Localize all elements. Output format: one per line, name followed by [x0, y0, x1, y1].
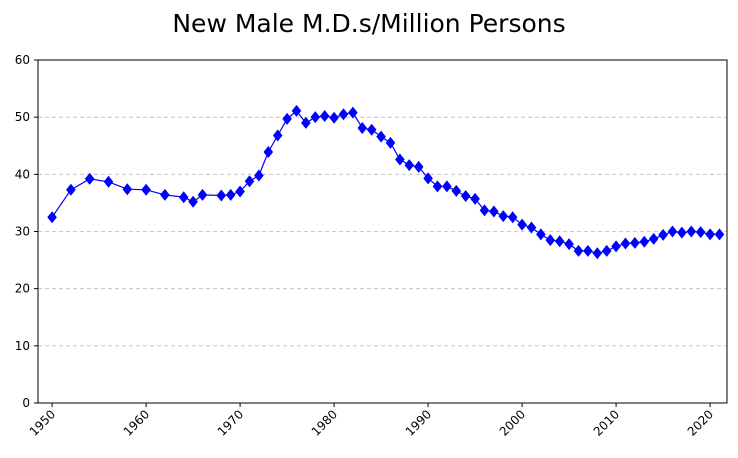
data-point-marker	[122, 183, 133, 196]
data-point-marker	[677, 226, 687, 239]
data-point-marker	[554, 235, 565, 248]
x-tick-label: 1980	[309, 407, 340, 438]
y-tick-label: 50	[15, 110, 30, 124]
data-point-marker	[47, 211, 57, 224]
data-point-marker	[545, 234, 556, 247]
data-point-marker	[329, 111, 339, 124]
data-point-marker	[648, 232, 659, 245]
data-point-marker	[282, 112, 292, 125]
x-tick-label: 1970	[215, 407, 246, 438]
data-point-marker	[272, 129, 283, 142]
x-tick-label: 2010	[591, 407, 622, 438]
data-point-marker	[611, 240, 621, 253]
data-point-marker	[357, 122, 368, 135]
data-series	[47, 104, 725, 260]
data-point-marker	[564, 238, 574, 251]
data-point-marker	[705, 228, 715, 241]
data-point-marker	[423, 172, 433, 185]
data-point-marker	[84, 172, 95, 185]
data-point-marker	[178, 191, 189, 204]
data-point-marker	[517, 218, 527, 231]
data-point-marker	[263, 146, 274, 159]
y-tick-label: 20	[15, 282, 30, 296]
y-axis: 0 10 20 30 40 50 60	[15, 53, 38, 410]
data-point-marker	[366, 123, 377, 136]
data-point-marker	[244, 175, 255, 188]
data-point-marker	[620, 237, 631, 250]
data-point-marker	[601, 244, 612, 257]
data-point-marker	[658, 228, 668, 241]
data-point-marker	[413, 160, 424, 173]
data-point-marker	[667, 225, 678, 238]
data-point-marker	[216, 189, 227, 202]
data-point-marker	[348, 106, 358, 119]
data-point-marker	[103, 175, 114, 188]
data-point-marker	[695, 226, 706, 239]
x-tick-label: 1990	[403, 407, 434, 438]
chart-title: New Male M.D.s/Million Persons	[172, 9, 565, 38]
gridlines	[38, 116, 727, 347]
data-point-marker	[489, 205, 499, 218]
data-point-marker	[686, 225, 697, 238]
data-point-marker	[141, 183, 151, 196]
data-point-marker	[714, 228, 725, 241]
x-tick-label: 1950	[27, 407, 58, 438]
data-point-marker	[507, 211, 518, 224]
data-point-marker	[338, 108, 349, 121]
series-line	[51, 110, 720, 254]
data-point-marker	[526, 221, 537, 234]
x-tick-label: 2020	[685, 407, 716, 438]
data-point-marker	[404, 159, 415, 172]
y-tick-label: 60	[15, 53, 30, 67]
data-point-marker	[639, 235, 650, 248]
data-point-marker	[479, 204, 490, 217]
data-point-marker	[536, 228, 546, 241]
y-tick-label: 30	[15, 225, 30, 239]
data-point-marker	[498, 210, 509, 223]
y-tick-label: 10	[15, 339, 30, 353]
x-tick-label: 1960	[121, 407, 152, 438]
data-point-marker	[301, 116, 311, 129]
data-point-marker	[197, 188, 208, 201]
data-point-marker	[310, 111, 321, 124]
data-point-marker	[235, 185, 245, 198]
data-point-marker	[573, 244, 584, 257]
data-point-marker	[630, 236, 640, 249]
data-point-marker	[460, 190, 471, 203]
data-point-marker	[160, 188, 170, 201]
x-axis: 1950 1960 1970 1980 1990 2000 2010 2020	[27, 403, 716, 439]
data-point-marker	[592, 247, 603, 260]
x-tick-label: 2000	[497, 407, 528, 438]
data-point-marker	[188, 195, 198, 208]
data-point-marker	[66, 183, 76, 196]
data-point-marker	[225, 188, 236, 201]
data-point-marker	[319, 110, 330, 123]
data-point-marker	[385, 136, 396, 149]
data-point-marker	[442, 180, 452, 193]
data-point-marker	[432, 180, 443, 193]
data-point-marker	[470, 192, 480, 205]
y-tick-label: 0	[22, 396, 30, 410]
data-point-marker	[254, 169, 264, 182]
plot-area-frame	[37, 59, 728, 404]
data-point-marker	[395, 153, 405, 166]
data-point-marker	[451, 184, 462, 197]
data-point-marker	[376, 130, 386, 143]
data-point-marker	[291, 104, 302, 117]
y-tick-label: 40	[15, 167, 30, 181]
data-point-marker	[583, 244, 593, 257]
